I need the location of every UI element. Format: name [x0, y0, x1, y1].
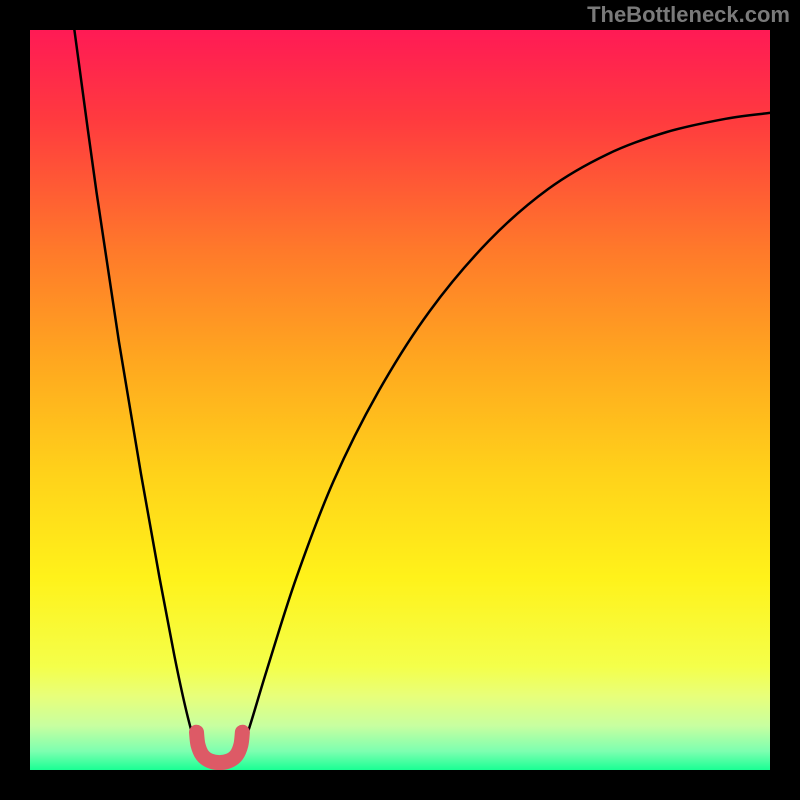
chart-root: TheBottleneck.com [0, 0, 800, 800]
watermark-label: TheBottleneck.com [587, 2, 790, 28]
chart-background [30, 30, 770, 770]
chart-svg [0, 0, 800, 800]
